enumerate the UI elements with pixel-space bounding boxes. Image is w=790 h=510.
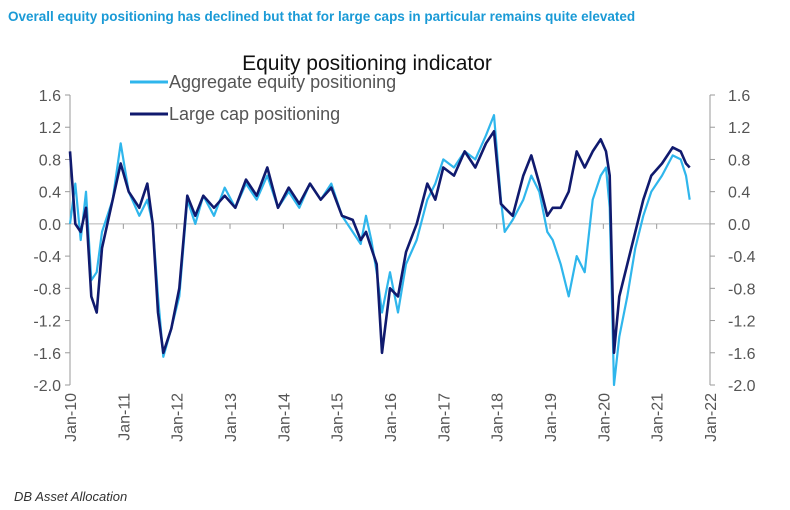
y-tick-label-right: 1.6 bbox=[728, 88, 750, 105]
chart-headline: Overall equity positioning has declined … bbox=[8, 9, 636, 24]
x-tick-label: Jan-22 bbox=[703, 393, 720, 442]
x-tick-label: Jan-14 bbox=[276, 393, 293, 442]
x-tick-label: Jan-19 bbox=[543, 393, 560, 442]
source-note: DB Asset Allocation bbox=[14, 489, 128, 504]
y-tick-label-left: -0.4 bbox=[33, 249, 61, 266]
y-tick-label-right: -1.2 bbox=[728, 314, 756, 331]
axes: 1.6 1.6 1.2 1.2 0.8 0.8 0.4 0.4 0.0 0.0 -0.4 -0.4 -0… bbox=[33, 88, 755, 442]
y-tick-label-right: -0.4 bbox=[728, 249, 756, 266]
x-tick-label: Jan-12 bbox=[170, 393, 187, 442]
chart-title: Equity positioning indicator bbox=[242, 52, 492, 75]
y-tick-label-left: 0.8 bbox=[39, 152, 61, 169]
y-tick-label-right: 0.4 bbox=[728, 185, 750, 202]
x-tick-label: Jan-10 bbox=[63, 393, 80, 442]
x-tick-label: Jan-16 bbox=[383, 393, 400, 442]
y-tick-label-left: 1.2 bbox=[39, 120, 61, 137]
x-tick-label: Jan-15 bbox=[330, 393, 347, 442]
y-tick-label-left: -2.0 bbox=[33, 378, 61, 395]
legend-label-1: Aggregate equity positioning bbox=[169, 72, 396, 92]
x-tick-label: Jan-18 bbox=[490, 393, 507, 442]
x-tick-label: Jan-17 bbox=[436, 393, 453, 442]
y-tick-label-right: -1.6 bbox=[728, 346, 756, 363]
x-tick-label: Jan-20 bbox=[596, 393, 613, 442]
y-tick-label-left: -0.8 bbox=[33, 281, 61, 298]
y-tick-label-right: 0.8 bbox=[728, 152, 750, 169]
y-tick-label-right: -0.8 bbox=[728, 281, 756, 298]
y-tick-label-right: 0.0 bbox=[728, 217, 750, 234]
legend: Aggregate equity positioning Large cap po… bbox=[130, 72, 396, 124]
legend-label-2: Large cap positioning bbox=[169, 104, 340, 124]
y-tick-label-right: 1.2 bbox=[728, 120, 750, 137]
y-tick-label-right: -2.0 bbox=[728, 378, 756, 395]
x-tick-label: Jan-13 bbox=[223, 393, 240, 442]
x-tick-label: Jan-21 bbox=[650, 393, 667, 442]
y-tick-label-left: -1.6 bbox=[33, 346, 61, 363]
large-cap-line bbox=[68, 130, 691, 355]
y-tick-label-left: 1.6 bbox=[39, 88, 61, 105]
series-layer bbox=[68, 113, 691, 387]
y-tick-label-left: -1.2 bbox=[33, 314, 61, 331]
x-tick-label: Jan-11 bbox=[116, 393, 133, 441]
y-tick-label-left: 0.4 bbox=[39, 185, 61, 202]
y-tick-label-left: 0.0 bbox=[39, 217, 61, 234]
